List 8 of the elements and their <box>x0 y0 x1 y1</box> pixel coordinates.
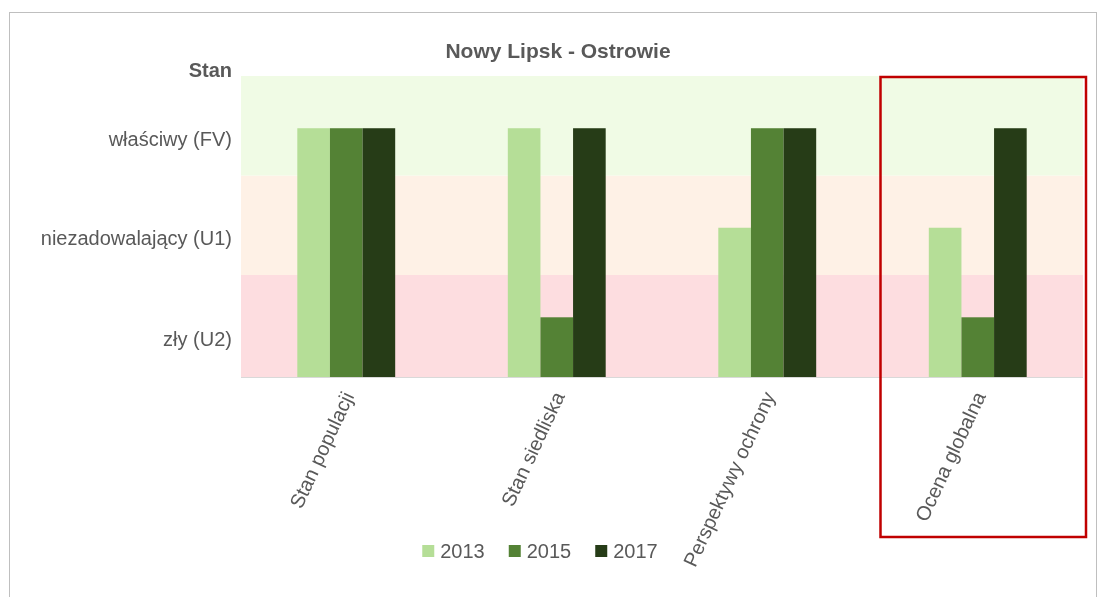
legend-label: 2013 <box>440 540 485 562</box>
band-label: zły (U2) <box>163 328 232 350</box>
chart-title: Nowy Lipsk - Ostrowie <box>445 38 671 62</box>
legend-label: 2017 <box>613 540 658 562</box>
band-label: niezadowalający (U1) <box>40 227 232 250</box>
y-axis-title: Stan <box>188 59 232 81</box>
band-label: właściwy (FV) <box>107 127 232 150</box>
legend-label: 2015 <box>526 540 572 562</box>
